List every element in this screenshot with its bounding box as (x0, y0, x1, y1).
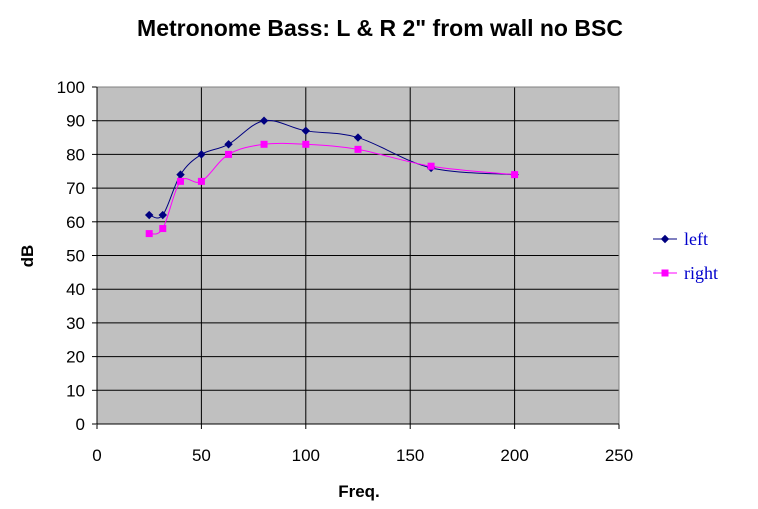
legend-marker-left (660, 234, 670, 244)
data-point-right (260, 140, 268, 148)
y-tick-label: 40 (66, 280, 85, 299)
x-tick-label: 150 (396, 446, 424, 465)
legend: left right (653, 229, 718, 283)
plot-area: 0 10 20 30 40 50 60 70 80 90 100 0 50 100 150 200 250 (57, 78, 634, 465)
data-point-right (159, 225, 167, 233)
y-tick-label: 80 (66, 145, 85, 164)
series-line-right (149, 142, 515, 235)
x-axis-title: Freq. (338, 482, 380, 501)
chart-title: Metronome Bass: L & R 2" from wall no BS… (137, 15, 623, 41)
legend-label-right: right (684, 263, 718, 283)
y-tick-label: 90 (66, 112, 85, 131)
series-line-left (149, 119, 515, 219)
data-point-right (427, 162, 435, 170)
y-axis-title: dB (18, 245, 37, 268)
data-point-left (224, 140, 233, 149)
data-point-left (158, 210, 167, 220)
legend-marker-right (661, 269, 669, 277)
data-point-right (177, 177, 185, 185)
data-point-left (301, 126, 311, 136)
data-point-left (197, 150, 206, 159)
y-tick-label: 70 (66, 179, 85, 198)
data-point-right (354, 145, 362, 153)
data-point-left (144, 210, 154, 220)
y-tick-label: 60 (66, 213, 85, 232)
x-tick-label: 200 (500, 446, 528, 465)
data-point-right (225, 150, 233, 158)
x-tick-label: 250 (605, 446, 633, 465)
y-tick-label: 10 (66, 381, 85, 400)
data-point-right (145, 230, 153, 238)
legend-label-left: left (684, 229, 708, 249)
x-tick-label: 0 (92, 446, 101, 465)
y-tick-label: 20 (66, 348, 85, 367)
data-point-right (197, 177, 205, 185)
y-tick-label: 0 (76, 415, 85, 434)
x-tick-label: 50 (192, 446, 211, 465)
y-tick-label: 100 (57, 78, 85, 97)
x-tick-label: 100 (292, 446, 320, 465)
data-point-left (353, 133, 363, 142)
data-point-right (302, 140, 310, 148)
y-tick-label: 50 (66, 247, 85, 266)
data-point-left (259, 116, 269, 125)
data-point-right (511, 171, 519, 179)
y-tick-label: 30 (66, 314, 85, 333)
